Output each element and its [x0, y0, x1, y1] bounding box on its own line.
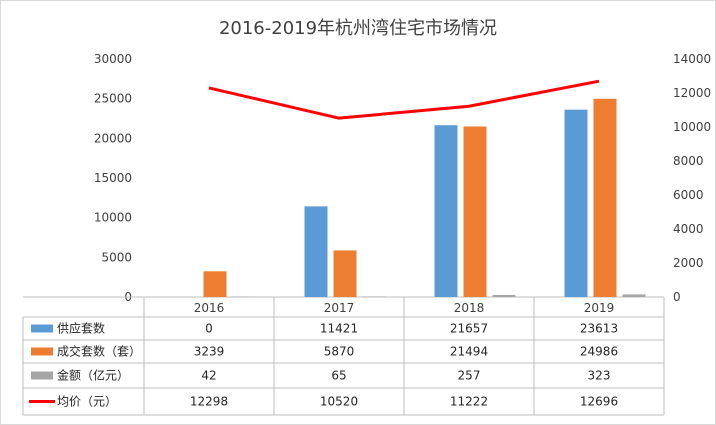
bar: [492, 294, 516, 297]
legend-key: [31, 324, 53, 333]
table-cell: 5870: [324, 345, 355, 359]
y-right-tick-label: 6000: [673, 188, 704, 202]
legend-key: [31, 371, 53, 380]
y-right-tick-label: 14000: [673, 52, 711, 66]
bar: [304, 206, 328, 297]
table-cell: 3239: [194, 345, 225, 359]
y-left-tick-label: 20000: [94, 131, 132, 145]
table-cell: 323: [588, 369, 611, 383]
legend-label: 金额（亿元）: [57, 368, 129, 383]
avg-price-line: [208, 79, 600, 120]
table-cell: 23613: [580, 322, 618, 336]
bar: [564, 109, 588, 297]
bar: [362, 296, 386, 297]
bar: [463, 126, 487, 298]
y-right-tick-label: 2000: [673, 256, 704, 270]
y-right-tick-label: 0: [673, 290, 681, 304]
y-right-tick-label: 8000: [673, 154, 704, 168]
x-tick-label: 2017: [324, 301, 355, 315]
table-cell: 10520: [320, 395, 358, 409]
table-cell: 24986: [580, 345, 618, 359]
y-right-tick-label: 12000: [673, 86, 711, 100]
chart-title: 2016-2019年杭州湾住宅市场情况: [219, 18, 497, 39]
y-left-tick-label: 5000: [101, 250, 132, 264]
bar: [203, 271, 227, 297]
table-cell: 12298: [190, 395, 228, 409]
table-cell: 257: [458, 369, 481, 383]
y-left-tick-label: 30000: [94, 52, 132, 66]
table-cell: 42: [201, 369, 216, 383]
y-left-tick-label: 25000: [94, 92, 132, 106]
table-cell: 11222: [450, 395, 488, 409]
y-right-tick-label: 4000: [673, 222, 704, 236]
table-cell: 0: [205, 322, 213, 336]
table-cell: 21657: [450, 322, 488, 336]
x-tick-label: 2019: [584, 301, 615, 315]
legend-label: 成交套数（套）: [57, 344, 141, 359]
legend-key: [31, 347, 53, 356]
table-cell: 65: [331, 369, 346, 383]
table-cell: 11421: [320, 322, 358, 336]
table-cell: 12696: [580, 395, 618, 409]
bar: [622, 294, 646, 297]
y-left-tick-label: 10000: [94, 211, 132, 225]
legend-label: 供应套数: [57, 321, 105, 336]
bar: [434, 125, 458, 297]
legend-label: 均价（元）: [57, 395, 117, 409]
table-cell: 21494: [450, 345, 488, 359]
x-tick-label: 2018: [454, 301, 485, 315]
x-tick-label: 2016: [194, 301, 225, 315]
bar: [333, 250, 357, 297]
bar: [593, 98, 617, 297]
y-right-tick-label: 10000: [673, 120, 711, 134]
y-left-tick-label: 15000: [94, 171, 132, 185]
